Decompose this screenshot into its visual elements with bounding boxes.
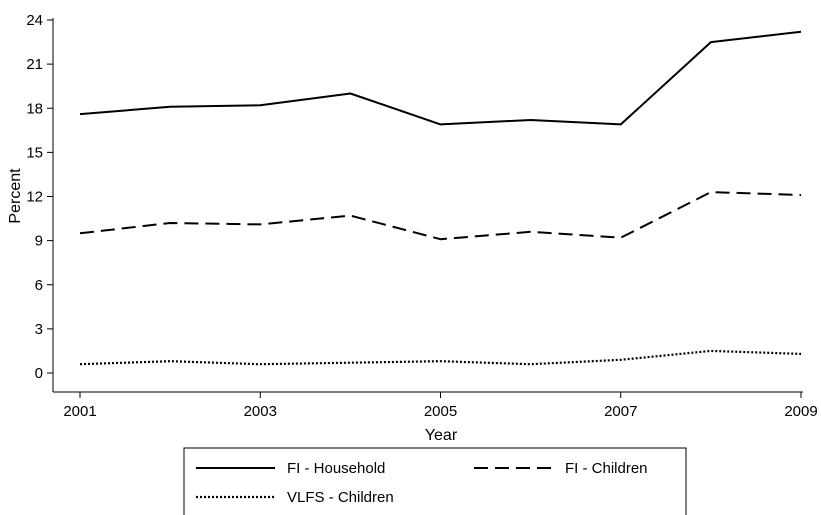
legend: FI - Household FI - Children VLFS - Childr…: [183, 447, 687, 515]
x-tick-label: 2009: [784, 403, 817, 420]
legend-label-2: FI - Children: [565, 460, 648, 477]
series-line-3: [79, 349, 802, 366]
y-tick-label: 6: [35, 277, 43, 294]
legend-label-3: VLFS - Children: [287, 489, 394, 506]
legend-label-1: FI - Household: [287, 460, 385, 477]
x-tick-label: 2003: [244, 403, 277, 420]
y-tick-label: 0: [35, 365, 43, 382]
series-line-1: [79, 30, 802, 126]
x-axis-title: Year: [425, 427, 458, 444]
x-axis: 2001 2003 2005 2007 2009: [53, 391, 818, 420]
y-tick-label: 18: [26, 100, 43, 117]
plot-area: [79, 30, 802, 366]
y-axis: 0 3 6 9 12 15 18 21 24: [26, 12, 54, 392]
y-tick-label: 3: [35, 321, 43, 338]
y-tick-label: 12: [26, 189, 43, 206]
y-axis-title: Percent: [7, 168, 24, 224]
series-line-2: [79, 191, 802, 241]
y-tick-label: 9: [35, 233, 43, 250]
x-tick-label: 2005: [424, 403, 457, 420]
x-tick-label: 2007: [604, 403, 637, 420]
y-tick-label: 24: [26, 12, 43, 29]
y-tick-label: 15: [26, 144, 43, 161]
x-tick-label: 2001: [63, 403, 96, 420]
legend-box: [183, 447, 687, 515]
y-tick-label: 21: [26, 56, 43, 73]
